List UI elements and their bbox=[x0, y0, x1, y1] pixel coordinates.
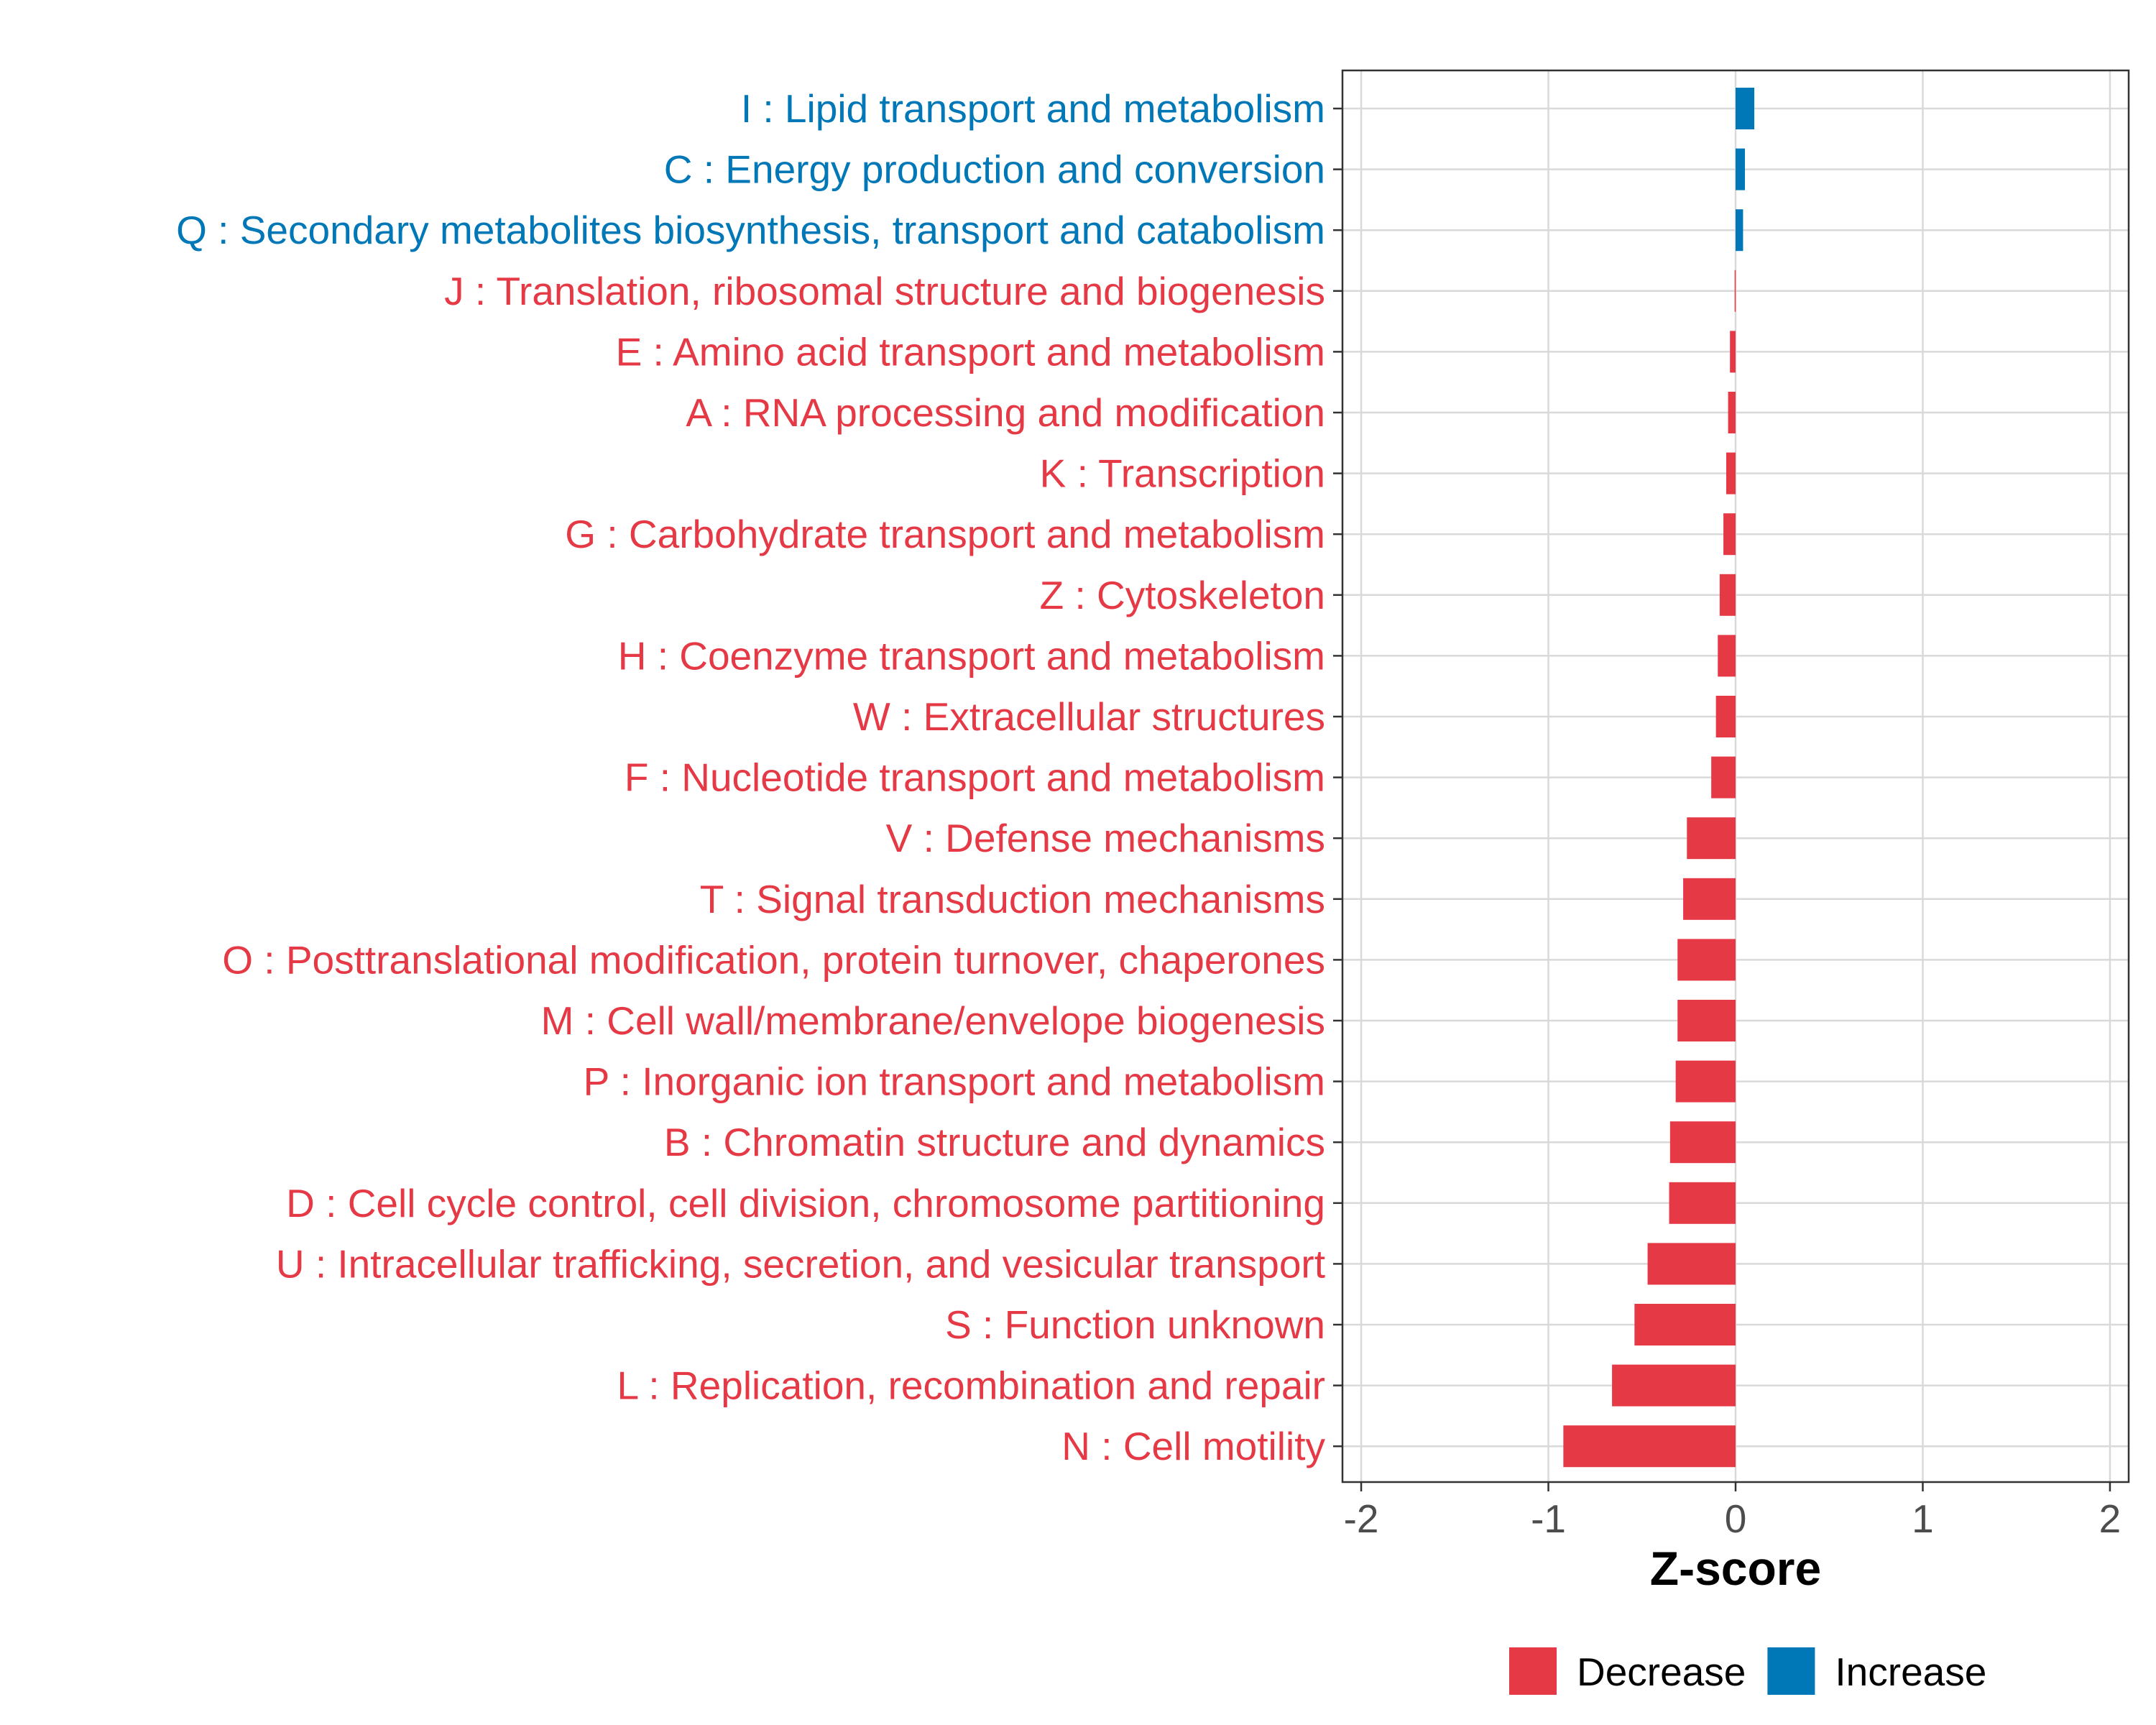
bar bbox=[1719, 574, 1736, 616]
category-label: L : Replication, recombination and repai… bbox=[617, 1363, 1325, 1408]
x-ticks: -2 -1 0 1 2 bbox=[1344, 1482, 2122, 1541]
legend-key bbox=[1767, 1647, 1815, 1695]
legend: Decrease Increase bbox=[1509, 1647, 1986, 1695]
category-label: Q : Secondary metabolites biosynthesis, … bbox=[176, 208, 1325, 252]
category-label: B : Chromatin structure and dynamics bbox=[664, 1120, 1325, 1164]
category-label: P : Inorganic ion transport and metaboli… bbox=[584, 1059, 1325, 1104]
category-label: F : Nucleotide transport and metabolism bbox=[625, 755, 1325, 800]
bar bbox=[1677, 1000, 1736, 1041]
category-label: O : Posttranslational modification, prot… bbox=[222, 937, 1325, 982]
bar bbox=[1677, 939, 1736, 981]
category-label: K : Transcription bbox=[1040, 451, 1325, 496]
bar bbox=[1715, 696, 1736, 737]
category-label: N : Cell motility bbox=[1061, 1424, 1325, 1468]
bar bbox=[1718, 635, 1736, 677]
y-ticks: I : Lipid transport and metabolism C : En… bbox=[176, 86, 1342, 1468]
bar bbox=[1736, 148, 1746, 190]
bar bbox=[1669, 1121, 1736, 1164]
x-tick-label: -1 bbox=[1531, 1496, 1566, 1541]
category-label: G : Carbohydrate transport and metabolis… bbox=[565, 512, 1325, 556]
category-label: T : Signal transduction mechanisms bbox=[700, 877, 1325, 921]
bar bbox=[1563, 1425, 1736, 1468]
category-label: M : Cell wall/membrane/envelope biogenes… bbox=[541, 998, 1325, 1043]
legend-label: Decrease bbox=[1577, 1650, 1746, 1694]
category-label: U : Intracellular trafficking, secretion… bbox=[276, 1241, 1325, 1286]
bar bbox=[1647, 1243, 1736, 1285]
category-label: E : Amino acid transport and metabolism bbox=[616, 329, 1325, 374]
bar bbox=[1634, 1304, 1736, 1346]
x-axis-title: Z-score bbox=[1650, 1542, 1821, 1595]
category-label: I : Lipid transport and metabolism bbox=[741, 86, 1325, 131]
bar bbox=[1728, 392, 1736, 433]
bar bbox=[1683, 878, 1736, 920]
x-tick-label: 1 bbox=[1912, 1496, 1934, 1541]
bar bbox=[1736, 209, 1743, 252]
legend-label: Increase bbox=[1835, 1650, 1986, 1694]
category-label: V : Defense mechanisms bbox=[886, 816, 1325, 860]
category-label: H : Coenzyme transport and metabolism bbox=[618, 633, 1325, 678]
x-tick-label: -2 bbox=[1344, 1496, 1379, 1541]
category-label: Z : Cytoskeleton bbox=[1040, 573, 1325, 617]
category-label: C : Energy production and conversion bbox=[664, 147, 1325, 192]
bar bbox=[1734, 270, 1736, 312]
bar-layer bbox=[1563, 88, 1755, 1468]
bar bbox=[1736, 88, 1755, 129]
x-tick-label: 2 bbox=[2099, 1496, 2122, 1541]
category-label: A : RNA processing and modification bbox=[686, 390, 1325, 435]
bar bbox=[1687, 817, 1736, 860]
x-tick-label: 0 bbox=[1725, 1496, 1747, 1541]
category-label: J : Translation, ribosomal structure and… bbox=[444, 269, 1325, 313]
bar bbox=[1730, 331, 1736, 373]
category-label: S : Function unknown bbox=[945, 1302, 1325, 1347]
bar bbox=[1723, 513, 1736, 556]
bar bbox=[1711, 756, 1736, 799]
bar bbox=[1726, 452, 1736, 494]
bar bbox=[1612, 1364, 1736, 1407]
category-label: D : Cell cycle control, cell division, c… bbox=[286, 1181, 1325, 1225]
legend-key bbox=[1509, 1647, 1557, 1695]
bar bbox=[1675, 1060, 1736, 1103]
bar bbox=[1669, 1182, 1736, 1224]
category-label: W : Extracellular structures bbox=[853, 694, 1325, 739]
